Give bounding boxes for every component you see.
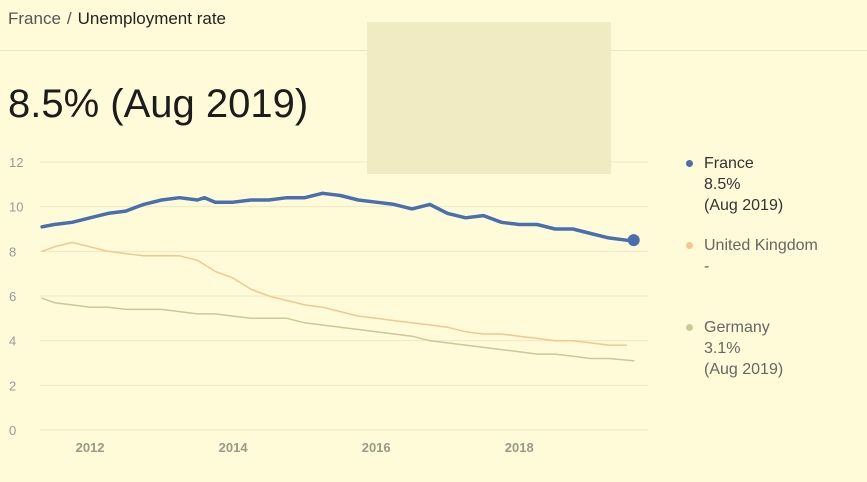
series-line-france [40,191,636,242]
series-line-united-kingdom [41,241,628,346]
y-tick-label: 10 [9,200,23,215]
legend-value: 3.1% [704,340,741,357]
headline-value: 8.5% (Aug 2019) [8,82,309,126]
y-tick-label: 12 [9,155,23,170]
series-line-germany [41,297,635,362]
series-end-marker-france [627,234,640,247]
legend-name: United Kingdom [704,237,818,254]
legend-dot-icon [686,324,693,331]
legend-date: (Aug 2019) [704,361,784,378]
legend-dot-icon [686,242,693,249]
legend-name: Germany [704,319,770,336]
y-tick-label: 0 [9,423,16,438]
breadcrumb: France / Unemployment rate [8,9,226,29]
breadcrumb-separator: / [66,9,72,28]
y-tick-label: 2 [9,378,16,393]
legend-value: - [704,258,710,275]
legend-date: (Aug 2019) [704,197,784,214]
legend-dot-icon [686,160,693,167]
breadcrumb-parent-link[interactable]: France [8,9,61,28]
redacted-block [367,22,611,174]
y-tick-label: 6 [9,289,16,304]
legend-name: France [704,155,754,172]
y-tick-label: 8 [9,244,16,259]
y-tick-label: 4 [9,334,16,349]
x-tick-label: 2014 [219,440,249,455]
x-tick-label: 2012 [76,440,105,455]
breadcrumb-current: Unemployment rate [77,9,226,28]
x-tick-label: 2018 [505,440,534,455]
legend-value: 8.5% [704,176,741,193]
x-tick-label: 2016 [362,440,391,455]
